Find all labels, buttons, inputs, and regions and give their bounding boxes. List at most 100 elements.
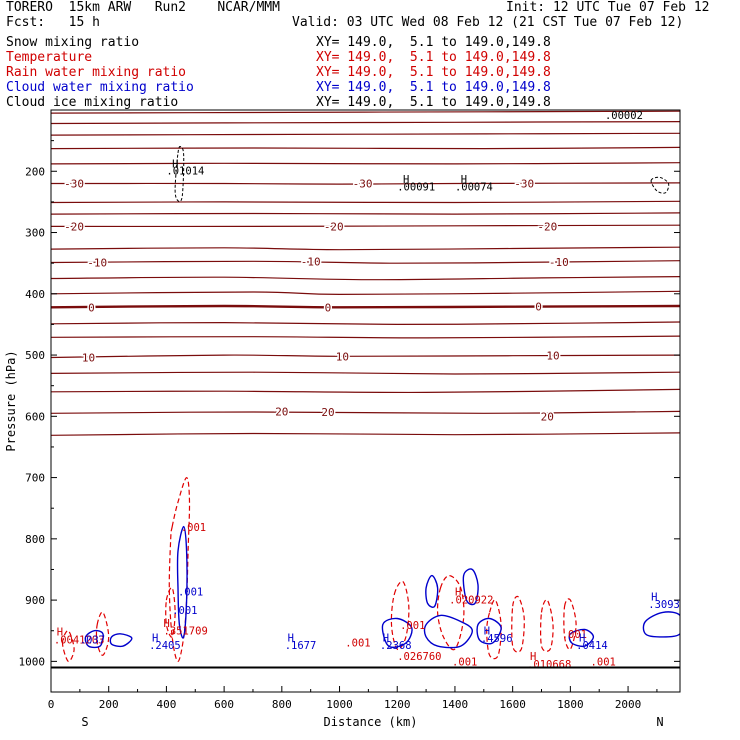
x-tick-label-4: 800 — [272, 698, 292, 711]
isotherm-label-7: -10 — [301, 255, 321, 268]
legend-temp-xy: XY= 149.0, 5.1 to 149.0,149.8 — [316, 50, 551, 65]
field-label-24: .020922 — [449, 594, 493, 606]
field-label-15: H — [152, 632, 158, 644]
field-label-20: H — [383, 632, 389, 644]
field-label-31: .010668 — [527, 659, 571, 671]
legend-snow-xy: XY= 149.0, 5.1 to 149.0,149.8 — [316, 35, 551, 50]
rain-contour-6 — [486, 599, 502, 660]
rain-contour-7 — [511, 595, 525, 653]
isotherm-label-16: 20 — [321, 406, 334, 419]
y-tick-label-6: 800 — [25, 533, 45, 546]
y-tick-label-0: 200 — [25, 165, 45, 178]
rain-contour-1 — [165, 586, 176, 638]
field-label-27: H — [484, 626, 490, 638]
isotherm-line-28 — [51, 432, 680, 436]
isotherm-label-1: -30 — [353, 178, 373, 191]
isotherm-line--22 — [51, 212, 680, 215]
x-tick-label-10: 2000 — [615, 698, 642, 711]
field-label-16: .2405 — [149, 640, 181, 652]
x-tick-label-8: 1600 — [499, 698, 526, 711]
isotherm-line--10 — [51, 260, 680, 264]
isotherm-label-11: 0 — [535, 301, 542, 314]
field-label-34: .001 — [591, 656, 616, 668]
isotherm-line-12 — [51, 354, 680, 359]
x-axis-label: Distance (km) — [324, 715, 418, 729]
ice-contour-1 — [650, 176, 670, 194]
init-time: Init: 12 UTC Tue 07 Feb 12 — [506, 0, 710, 15]
isotherm-label-10: 0 — [325, 301, 332, 314]
isotherm-line-16 — [51, 371, 680, 375]
cloud-contour-6 — [462, 568, 479, 606]
field-label-36: .3093 — [648, 599, 680, 611]
x-tick-label-1: 200 — [99, 698, 119, 711]
legend-ice-xy: XY= 149.0, 5.1 to 149.0,149.8 — [316, 95, 551, 110]
isotherm-line-24 — [51, 410, 680, 414]
isotherm-label-17: 20 — [541, 410, 554, 423]
forecast-hour: Fcst: 15 h — [6, 15, 100, 30]
isotherm-line--30 — [51, 182, 680, 185]
field-label-26: .001 — [452, 656, 477, 668]
y-tick-label-4: 600 — [25, 410, 45, 423]
field-label-0: H — [172, 158, 178, 170]
field-label-28: .4596 — [481, 633, 513, 645]
isotherm-line--38 — [51, 146, 680, 150]
cloud-contour-5 — [425, 574, 439, 608]
field-label-33: .0414 — [576, 640, 608, 652]
x-tick-label-0: 0 — [48, 698, 55, 711]
legend-temp-label: Temperature — [6, 50, 93, 65]
isotherm-label-14: 10 — [546, 350, 559, 363]
rain-contour-4 — [390, 580, 410, 651]
x-tick-label-6: 1200 — [384, 698, 411, 711]
isotherm-line-0 — [51, 304, 680, 309]
field-label-9: .001 — [172, 605, 197, 617]
field-label-32: H — [579, 632, 585, 644]
ice-contour-0 — [174, 145, 185, 203]
field-label-5: .00074 — [455, 182, 493, 194]
rain-contour-3 — [61, 630, 75, 663]
isotherm-line--6 — [51, 276, 680, 281]
y-tick-label-1: 300 — [25, 227, 45, 240]
isotherm-label-9: 0 — [88, 301, 95, 314]
isotherm-line--14 — [51, 246, 680, 251]
isotherm-line-20 — [51, 388, 680, 394]
cloud-contour-8 — [568, 628, 595, 648]
cloud-contour-0 — [176, 525, 188, 639]
south-end-label: S — [81, 715, 88, 729]
isotherm-label-2: -30 — [514, 178, 534, 191]
isotherm-line-8 — [51, 335, 680, 339]
field-label-30: H — [530, 651, 536, 663]
y-tick-label-8: 1000 — [19, 655, 46, 668]
y-axis-label: Pressure (hPa) — [4, 350, 18, 451]
field-label-18: .1677 — [285, 640, 317, 652]
plot-area: -30 -30 -30 -20 -20 -20 -10 -10 -10 0 0 0 10 10 10 20 20… — [51, 110, 680, 671]
y-tick-label-3: 500 — [25, 349, 45, 362]
cloud-contour-9 — [642, 611, 680, 638]
isotherm-line--2 — [51, 290, 680, 296]
north-end-label: N — [656, 715, 663, 729]
legend-rain-xy: XY= 149.0, 5.1 to 149.0,149.8 — [316, 65, 551, 80]
x-tick-label-5: 1000 — [326, 698, 353, 711]
y-tick-label-7: 900 — [25, 594, 45, 607]
isotherm-label-15: 20 — [275, 405, 288, 418]
isotherm-label-5: -20 — [537, 220, 557, 233]
isotherm-label-0: -30 — [64, 178, 84, 191]
x-tick-label-9: 1800 — [557, 698, 584, 711]
isotherm-label-4: -20 — [324, 220, 344, 233]
isotherm-label-12: 10 — [82, 352, 95, 365]
plot-frame — [50, 109, 681, 693]
model-title: TORERO 15km ARW Run2 NCAR/MMM — [6, 0, 280, 15]
legend-snow-label: Snow mixing ratio — [6, 35, 140, 50]
isotherm-label-6: -10 — [87, 257, 107, 270]
isotherm-label-3: -20 — [64, 220, 84, 233]
isotherm-line--42 — [51, 132, 680, 136]
field-label-7: .001 — [181, 522, 206, 534]
cloud-contour-2 — [109, 633, 133, 648]
isotherm-line--26 — [51, 200, 680, 204]
cloud-contour-4 — [423, 614, 474, 649]
field-label-17: H — [288, 632, 294, 644]
field-label-12: H — [57, 626, 63, 638]
isotherm-line-4 — [51, 321, 680, 326]
isotherm-label-8: -10 — [549, 256, 569, 269]
field-label-25: .026760 — [397, 651, 441, 663]
rain-contour-8 — [540, 599, 554, 652]
